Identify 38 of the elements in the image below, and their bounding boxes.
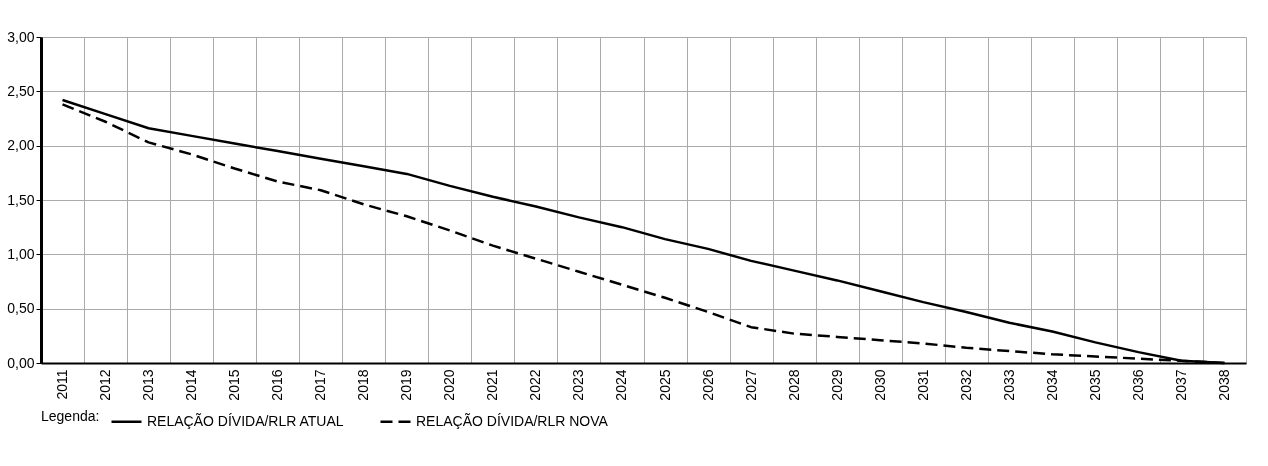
x-tick-label: 2031	[914, 369, 931, 401]
legend-title: Legenda:	[41, 408, 100, 424]
y-tick-label: 1,00	[7, 245, 35, 262]
y-tick-label: 0,50	[7, 300, 35, 317]
legend-label: RELAÇÃO DÍVIDA/RLR NOVA	[416, 412, 609, 429]
x-tick-label: 2018	[355, 369, 372, 401]
x-tick-label: 2014	[183, 369, 200, 401]
x-tick-label: 2029	[828, 369, 845, 401]
legend-label: RELAÇÃO DÍVIDA/RLR ATUAL	[147, 412, 344, 429]
x-tick-label: 2017	[312, 369, 329, 401]
y-tick-label: 2,50	[7, 82, 35, 99]
x-tick-label: 2030	[871, 369, 888, 401]
x-tick-label: 2016	[269, 369, 286, 401]
x-tick-label: 2015	[226, 369, 243, 401]
x-tick-label: 2028	[785, 369, 802, 401]
x-tick-label: 2034	[1043, 369, 1060, 401]
x-tick-label: 2025	[656, 369, 673, 401]
x-tick-label: 2020	[441, 369, 458, 401]
x-tick-label: 2021	[484, 369, 501, 401]
x-tick-label: 2013	[140, 369, 157, 401]
x-tick-label: 2026	[699, 369, 716, 401]
x-tick-label: 2023	[570, 369, 587, 401]
x-tick-label: 2036	[1129, 369, 1146, 401]
y-tick-label: 0,00	[7, 354, 35, 371]
y-tick-label: 1,50	[7, 191, 35, 208]
x-tick-label: 2022	[527, 369, 544, 401]
x-tick-label: 2038	[1215, 369, 1232, 401]
x-tick-label: 2019	[398, 369, 415, 401]
x-tick-label: 2032	[957, 369, 974, 401]
x-tick-label: 2012	[97, 369, 114, 401]
x-tick-label: 2024	[613, 369, 630, 401]
x-tick-label: 2011	[54, 369, 71, 400]
x-tick-label: 2035	[1086, 369, 1103, 401]
x-tick-label: 2027	[742, 369, 759, 401]
x-tick-label: 2037	[1172, 369, 1189, 401]
x-tick-label: 2033	[1000, 369, 1017, 401]
y-tick-label: 2,00	[7, 137, 35, 154]
y-tick-label: 3,00	[7, 28, 35, 45]
